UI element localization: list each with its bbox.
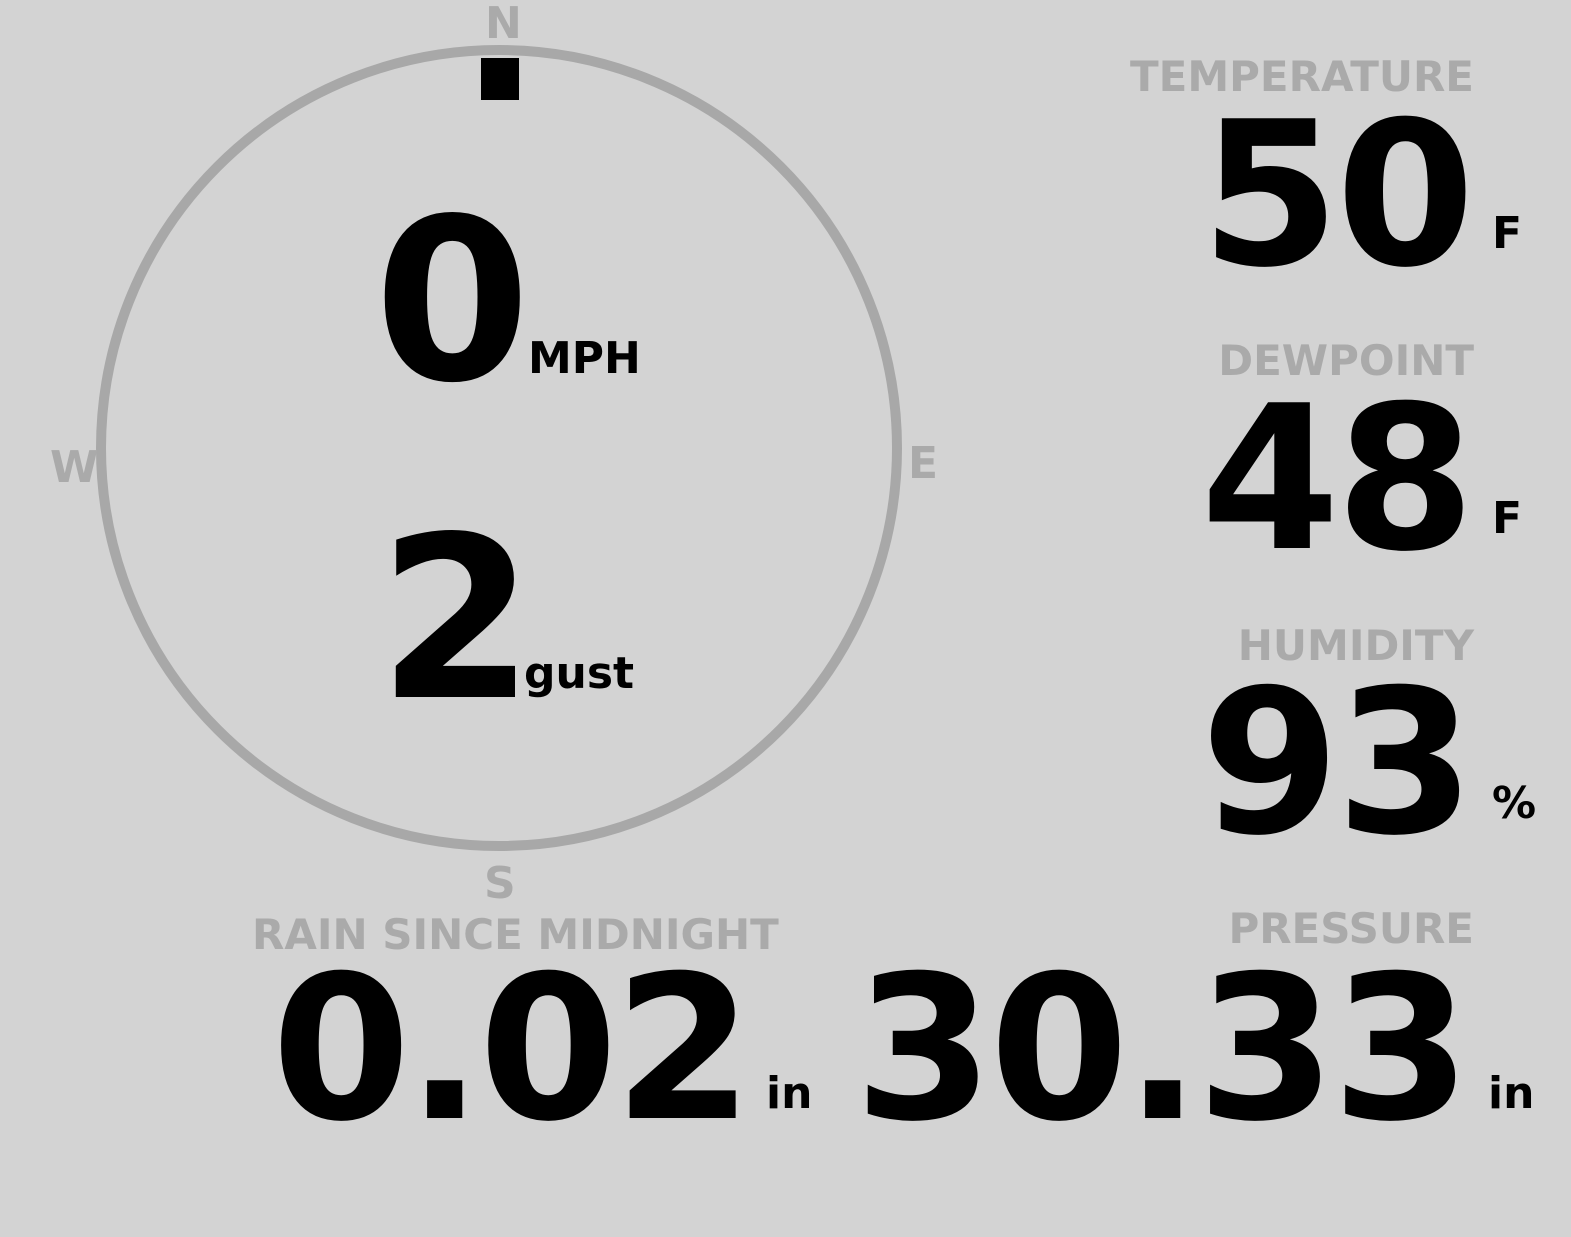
humidity-unit: % bbox=[1492, 778, 1537, 829]
wind-speed-value: 0 bbox=[374, 171, 531, 433]
dewpoint-unit: F bbox=[1492, 493, 1523, 544]
pressure-unit: in bbox=[1488, 1068, 1535, 1119]
temperature-unit: F bbox=[1492, 208, 1523, 259]
wind-gust-value: 2 bbox=[378, 489, 535, 751]
pressure-value: 30.33 bbox=[854, 933, 1471, 1166]
humidity-value: 93 bbox=[1200, 647, 1475, 880]
pressure-label: PRESSURE bbox=[1228, 904, 1474, 953]
compass-ring bbox=[96, 45, 902, 851]
temperature-label: TEMPERATURE bbox=[1130, 52, 1474, 101]
temperature-value: 50 bbox=[1200, 79, 1475, 312]
rain-value: 0.02 bbox=[271, 933, 753, 1166]
compass-west: W bbox=[50, 442, 99, 493]
dewpoint-label: DEWPOINT bbox=[1218, 336, 1474, 385]
wind-direction-marker bbox=[481, 58, 519, 100]
compass-south: S bbox=[484, 858, 516, 909]
dewpoint-value: 48 bbox=[1200, 363, 1475, 596]
compass-north: N bbox=[485, 0, 522, 49]
wind-gust-unit: gust bbox=[524, 648, 635, 699]
compass-east: E bbox=[908, 438, 939, 489]
humidity-label: HUMIDITY bbox=[1237, 621, 1474, 670]
wind-compass bbox=[96, 45, 902, 851]
rain-unit: in bbox=[766, 1068, 813, 1119]
rain-label: RAIN SINCE MIDNIGHT bbox=[252, 910, 779, 959]
wind-speed-unit: MPH bbox=[528, 333, 641, 384]
